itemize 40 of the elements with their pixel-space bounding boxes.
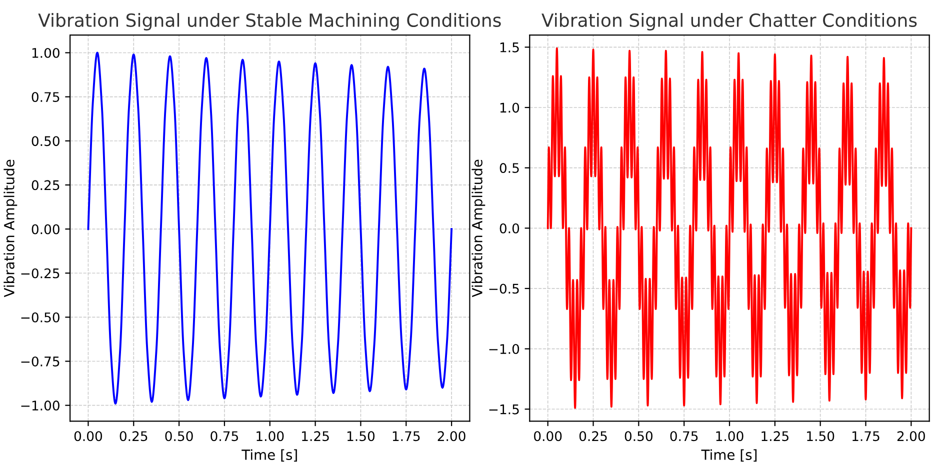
y-tick-label: −0.75 <box>21 356 60 366</box>
y-tick-label: −0.25 <box>21 268 60 278</box>
y-tick-label: 1.5 <box>500 42 519 52</box>
y-tick-label: −1.5 <box>489 404 519 414</box>
y-tick-label: 0.5 <box>500 163 519 174</box>
x-tick-label: 0.00 <box>534 431 562 442</box>
x-tick-label: 1.25 <box>762 431 788 442</box>
x-tick-label: 2.00 <box>897 431 925 442</box>
x-tick-label: 1.00 <box>256 431 284 442</box>
x-tick-label: 0.25 <box>579 431 607 442</box>
x-tick-label: 1.25 <box>302 431 329 442</box>
x-tick-label: 0.00 <box>74 431 102 442</box>
y-axis-title: Vibration Amplitude <box>4 160 18 298</box>
x-tick-label: 1.50 <box>347 431 375 442</box>
x-tick-label: 0.25 <box>120 431 148 442</box>
x-tick-label: 0.75 <box>210 431 238 442</box>
y-tick-label: −0.50 <box>21 312 60 322</box>
x-tick-label: 1.50 <box>807 431 834 442</box>
x-tick-label: 1.75 <box>852 431 880 442</box>
y-tick-label: 1.0 <box>500 102 520 113</box>
y-tick-label: 0.50 <box>32 136 60 146</box>
x-tick-label: 0.50 <box>165 431 193 442</box>
x-tick-label: 2.00 <box>438 431 466 442</box>
x-tick-label: 1.00 <box>716 431 744 442</box>
y-axis-title: Vibration Amplitude <box>472 160 486 298</box>
x-tick-label: 0.75 <box>670 431 698 442</box>
y-tick-label: −1.00 <box>21 400 60 411</box>
chart-title: Vibration Signal under Chatter Conditions <box>542 13 917 31</box>
y-tick-label: 0.25 <box>32 180 60 190</box>
chart-title: Vibration Signal under Stable Machining Conditions <box>38 13 501 31</box>
x-tick-label: 1.75 <box>392 431 420 442</box>
y-tick-label: 1.00 <box>32 48 60 58</box>
x-axis-title: Time [s] <box>701 449 757 462</box>
x-axis-title: Time [s] <box>242 449 297 462</box>
y-tick-label: −1.0 <box>489 344 520 354</box>
y-tick-label: 0.00 <box>32 224 60 234</box>
y-tick-label: −0.5 <box>489 284 519 294</box>
x-tick-label: 0.50 <box>624 431 652 442</box>
y-tick-label: 0.0 <box>500 223 520 234</box>
y-tick-label: 0.75 <box>32 92 60 102</box>
